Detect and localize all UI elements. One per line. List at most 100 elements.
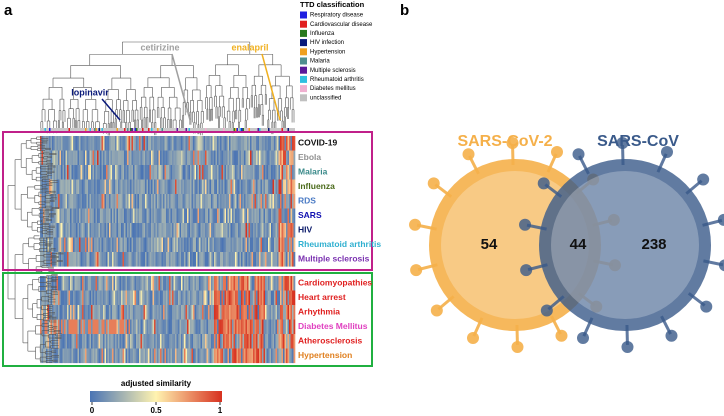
heat-cell xyxy=(106,150,108,166)
heat-cell xyxy=(233,223,236,238)
heat-cell xyxy=(53,290,56,306)
heat-cell xyxy=(154,334,156,349)
heat-cell xyxy=(275,194,278,209)
heat-cell xyxy=(140,150,143,166)
heat-cell xyxy=(268,319,270,335)
heat-cell xyxy=(187,290,189,306)
heat-cell xyxy=(167,276,170,291)
heat-cell xyxy=(197,237,200,253)
heat-cell xyxy=(241,252,243,267)
heat-cell xyxy=(250,194,252,209)
heat-cell xyxy=(65,237,68,253)
heat-cell xyxy=(269,194,272,209)
heat-cell xyxy=(254,305,257,320)
heat-cell xyxy=(263,237,266,253)
heat-cell xyxy=(113,150,116,166)
heat-cell xyxy=(278,165,281,180)
heat-cell xyxy=(259,334,261,349)
heat-cell xyxy=(239,150,242,166)
heat-cell xyxy=(113,165,116,180)
heat-cell xyxy=(178,136,180,151)
heat-cell xyxy=(82,223,84,238)
heat-cell xyxy=(214,237,216,253)
heat-cell xyxy=(292,208,294,224)
heat-cell xyxy=(203,252,206,267)
heat-cell xyxy=(286,223,288,238)
heat-cell xyxy=(250,290,252,306)
heat-cell xyxy=(188,223,191,238)
heat-cell xyxy=(277,290,279,306)
heat-cell xyxy=(211,276,213,291)
heat-cell xyxy=(187,252,189,267)
heat-cell xyxy=(49,136,51,151)
heat-cell xyxy=(103,319,105,335)
heat-cell xyxy=(224,194,227,209)
heat-cell xyxy=(175,348,177,364)
heat-cell xyxy=(238,319,240,335)
heat-cell xyxy=(283,305,285,320)
heat-cell xyxy=(94,237,96,253)
legend-swatch xyxy=(300,20,307,28)
heat-cell xyxy=(64,194,66,209)
heat-cell xyxy=(157,208,159,224)
heat-cell xyxy=(181,179,183,195)
heat-cell xyxy=(272,194,275,209)
heat-cell xyxy=(116,319,119,335)
heat-cell xyxy=(202,334,204,349)
heat-cell xyxy=(65,165,68,180)
heat-cell xyxy=(56,179,59,195)
drug-class xyxy=(250,128,252,132)
heat-cell xyxy=(188,252,191,267)
heat-cell xyxy=(59,252,62,267)
heat-cell xyxy=(214,208,216,224)
heat-cell xyxy=(128,150,131,166)
heat-cell xyxy=(178,319,180,335)
drug-class xyxy=(133,128,135,132)
heat-cell xyxy=(128,179,131,195)
heat-cell xyxy=(226,276,228,291)
heat-cell xyxy=(224,165,227,180)
heat-cell xyxy=(199,165,201,180)
heat-cell xyxy=(224,208,227,224)
heat-cell xyxy=(88,290,90,306)
drug-class xyxy=(260,128,262,132)
heat-cell xyxy=(179,150,182,166)
heat-cell xyxy=(44,348,47,364)
heat-cell xyxy=(247,334,249,349)
heat-cell xyxy=(259,252,261,267)
heat-cell xyxy=(236,223,239,238)
heat-cell xyxy=(241,334,243,349)
heat-cell xyxy=(202,179,204,195)
heat-cell xyxy=(205,252,207,267)
heat-cell xyxy=(265,252,267,267)
heat-cell xyxy=(239,237,242,253)
heat-cell xyxy=(64,290,66,306)
heat-cell xyxy=(263,136,266,151)
heat-cell xyxy=(139,136,141,151)
heat-cell xyxy=(130,348,132,364)
heat-cell xyxy=(238,252,240,267)
heat-cell xyxy=(236,194,239,209)
heat-cell xyxy=(121,136,123,151)
heat-cell xyxy=(245,276,248,291)
heat-cell xyxy=(203,136,206,151)
heat-cell xyxy=(92,252,95,267)
heat-cell xyxy=(68,165,71,180)
heat-cell xyxy=(121,179,123,195)
heat-cell xyxy=(65,136,68,151)
legend-swatch xyxy=(300,85,307,93)
heat-cell xyxy=(194,165,197,180)
heat-cell xyxy=(61,276,63,291)
heat-cell xyxy=(278,179,281,195)
heat-cell xyxy=(101,276,104,291)
heat-cell xyxy=(70,334,72,349)
heat-cell xyxy=(161,237,164,253)
heat-cell xyxy=(215,194,218,209)
heat-cell xyxy=(122,276,125,291)
heat-cell xyxy=(218,290,221,306)
heat-cell xyxy=(203,194,206,209)
drug-class xyxy=(281,128,283,132)
heat-cell xyxy=(220,319,222,335)
heat-cell xyxy=(233,165,236,180)
heat-cell xyxy=(290,305,293,320)
